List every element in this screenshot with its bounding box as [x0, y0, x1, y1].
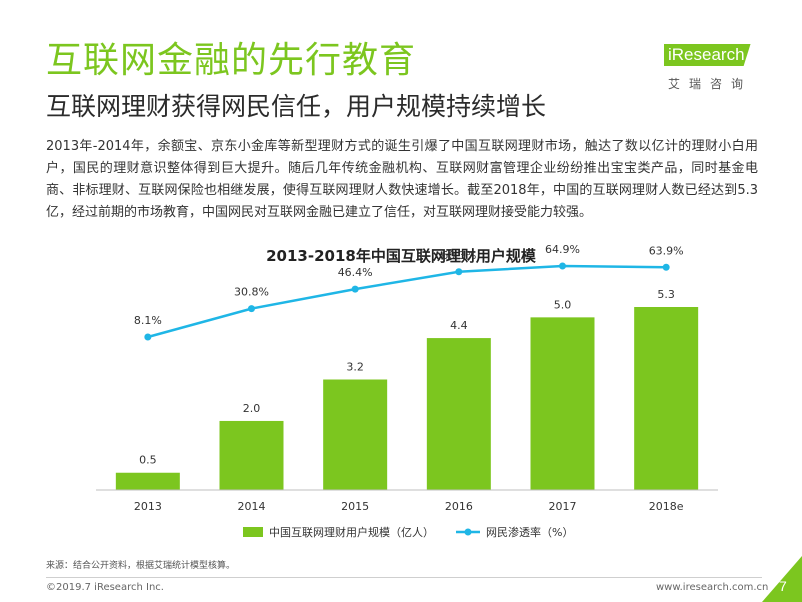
legend-bar-label: 中国互联网理财用户规模（亿人） [269, 525, 434, 539]
x-tick-label-2018e: 2018e [649, 500, 684, 513]
penetration-point-2014 [248, 305, 255, 313]
bar-2015 [323, 379, 388, 490]
x-tick-label-2014: 2014 [238, 500, 266, 513]
penetration-label-2018e: 63.9% [649, 244, 684, 257]
penetration-point-2016 [455, 268, 463, 276]
bar-label-2013: 0.5 [139, 454, 157, 467]
bar-2013 [115, 472, 180, 490]
bar-2017 [530, 317, 595, 490]
bar-2014 [219, 420, 284, 490]
penetration-label-2013: 8.1% [134, 314, 162, 327]
bar-label-2017: 5.0 [554, 298, 572, 311]
iresearch-logo: iResearch 艾瑞咨询 [662, 42, 762, 98]
penetration-line [147, 264, 667, 339]
website-link[interactable]: www.iresearch.com.cn [656, 582, 769, 593]
x-tick-label-2016: 2016 [445, 500, 473, 513]
bar-label-2014: 2.0 [243, 402, 261, 415]
intro-paragraph: 2013年-2014年，余额宝、京东小金库等新型理财方式的诞生引爆了中国互联网理… [46, 139, 758, 220]
logo-chinese-name: 艾瑞咨询 [668, 77, 753, 91]
legend-line-label: 网民渗透率（%） [486, 525, 573, 539]
penetration-point-2018e [662, 263, 670, 271]
bar-label-2016: 4.4 [450, 319, 468, 332]
bar-label-2015: 3.2 [346, 361, 364, 374]
footer-divider [46, 577, 762, 578]
bar-2018e [634, 307, 699, 490]
penetration-point-2013 [144, 333, 152, 341]
legend-line-marker [464, 528, 472, 536]
penetration-point-2017 [559, 262, 566, 270]
penetration-label-2014: 30.8% [234, 286, 269, 299]
copyright-text: ©2019.7 iResearch Inc. [46, 582, 164, 593]
x-tick-label-2015: 2015 [341, 500, 369, 513]
page-number: 7 [779, 578, 787, 594]
page-subtitle: 互联网理财获得网民信任，用户规模持续增长 [46, 92, 547, 121]
penetration-label-2015: 46.4% [338, 266, 373, 279]
logo-wordmark: iResearch [664, 44, 751, 66]
page-title: 互联网金融的先行教育 [46, 40, 417, 81]
chart-title: 2013-2018年中国互联网理财用户规模 [266, 247, 536, 265]
x-tick-label-2013: 2013 [134, 500, 162, 513]
user-scale-chart: 0.5 2.0 3.2 4.4 5.0 5.3 2013 2014 2015 2016 2017 20… [96, 243, 718, 539]
bar-label-2018e: 5.3 [657, 288, 675, 301]
penetration-label-2017: 64.9% [545, 243, 580, 256]
penetration-point-2015 [351, 285, 359, 293]
source-note: 来源：结合公开资料，根据艾瑞统计模型核算。 [46, 561, 236, 571]
penetration-label-2016: 60.3% [441, 249, 476, 262]
x-tick-label-2017: 2017 [549, 500, 577, 513]
legend-bar-swatch [243, 527, 263, 537]
bar-2016 [426, 338, 491, 490]
